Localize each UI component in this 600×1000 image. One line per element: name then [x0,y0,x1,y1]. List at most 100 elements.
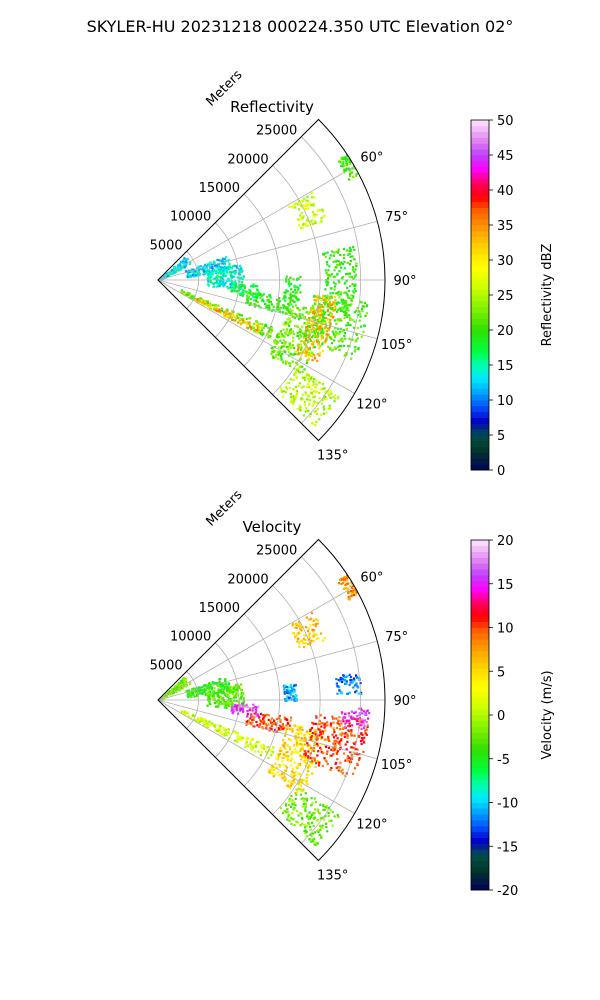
echo-point [185,261,188,264]
echo-point [344,157,347,160]
radar-panels: Reflectivity500010000150002000025000Mete… [150,67,555,899]
echo-point [228,279,231,282]
echo-point [267,770,270,773]
echo-point [308,764,311,767]
echo-point [292,691,295,694]
echo-point [341,309,344,312]
echo-point [289,276,292,279]
echo-point [320,304,323,307]
echo-point [321,639,325,642]
colorbar-swatch [471,790,489,798]
echo-point [346,675,349,678]
echo-point [255,300,258,303]
echo-point [270,326,273,329]
echo-point [242,692,245,695]
echo-point [285,345,288,348]
echo-point [217,264,220,268]
echo-point [345,163,348,167]
echo-point [307,394,310,397]
echo-point [292,336,295,339]
echo-point [233,286,236,289]
echo-point [294,206,297,209]
echo-point [225,256,228,259]
echo-point [312,735,315,738]
echo-point [165,696,168,699]
echo-point [311,628,314,631]
echo-point [361,720,364,723]
echo-point [253,303,256,306]
echo-point [207,697,210,700]
colorbar-swatch [471,540,489,547]
echo-point [332,254,335,257]
echo-point [346,757,349,760]
echo-point [294,370,297,373]
echo-point [249,721,252,725]
echo-point [333,251,336,254]
echo-point [340,677,343,680]
echo-point [234,695,237,698]
echo-point [299,291,302,294]
echo-point [182,260,185,263]
echo-point [319,318,322,321]
echo-point [209,276,212,279]
echo-field [158,573,371,846]
echo-point [312,310,315,313]
echo-point [300,346,303,349]
echo-point [301,393,304,396]
echo-point [252,712,256,715]
echo-point [358,312,362,316]
echo-point [179,682,182,685]
echo-point [305,830,308,833]
echo-point [359,325,363,328]
echo-point [279,354,282,357]
echo-point [326,263,329,266]
echo-point [345,680,348,683]
echo-point [290,780,293,783]
echo-point [347,724,350,728]
echo-point [308,326,311,329]
echo-point [348,178,351,181]
echo-point [217,724,220,727]
echo-point [222,285,225,288]
echo-point [309,728,312,731]
echo-point [234,694,237,697]
echo-point [327,814,330,818]
echo-point [348,163,352,166]
echo-point [340,164,343,167]
echo-point [326,308,330,311]
echo-point [212,273,215,276]
echo-point [337,279,340,282]
echo-point [258,325,261,328]
echo-point [230,285,234,288]
echo-point [186,258,189,261]
echo-point [278,724,281,727]
echo-point [303,207,306,210]
echo-point [353,287,356,290]
echo-point [333,346,336,349]
echo-point [314,386,317,389]
echo-point [299,732,302,735]
echo-point [309,756,312,759]
echo-point [347,272,350,275]
echo-point [301,805,304,808]
echo-point [351,772,355,775]
echo-point [287,322,290,326]
echo-point [206,304,209,307]
echo-point [312,222,315,226]
echo-point [314,729,317,732]
echo-point [288,301,291,304]
echo-point [317,330,320,333]
echo-point [280,347,283,350]
echo-point [362,750,365,753]
echo-point [231,275,234,278]
echo-point [344,291,347,294]
echo-point [220,271,223,274]
echo-point [240,697,243,700]
echo-point [290,794,293,798]
echo-point [291,299,294,302]
echo-point [296,334,299,338]
echo-point [330,754,333,757]
echo-point [262,716,265,719]
echo-point [287,755,290,758]
echo-point [308,731,311,734]
